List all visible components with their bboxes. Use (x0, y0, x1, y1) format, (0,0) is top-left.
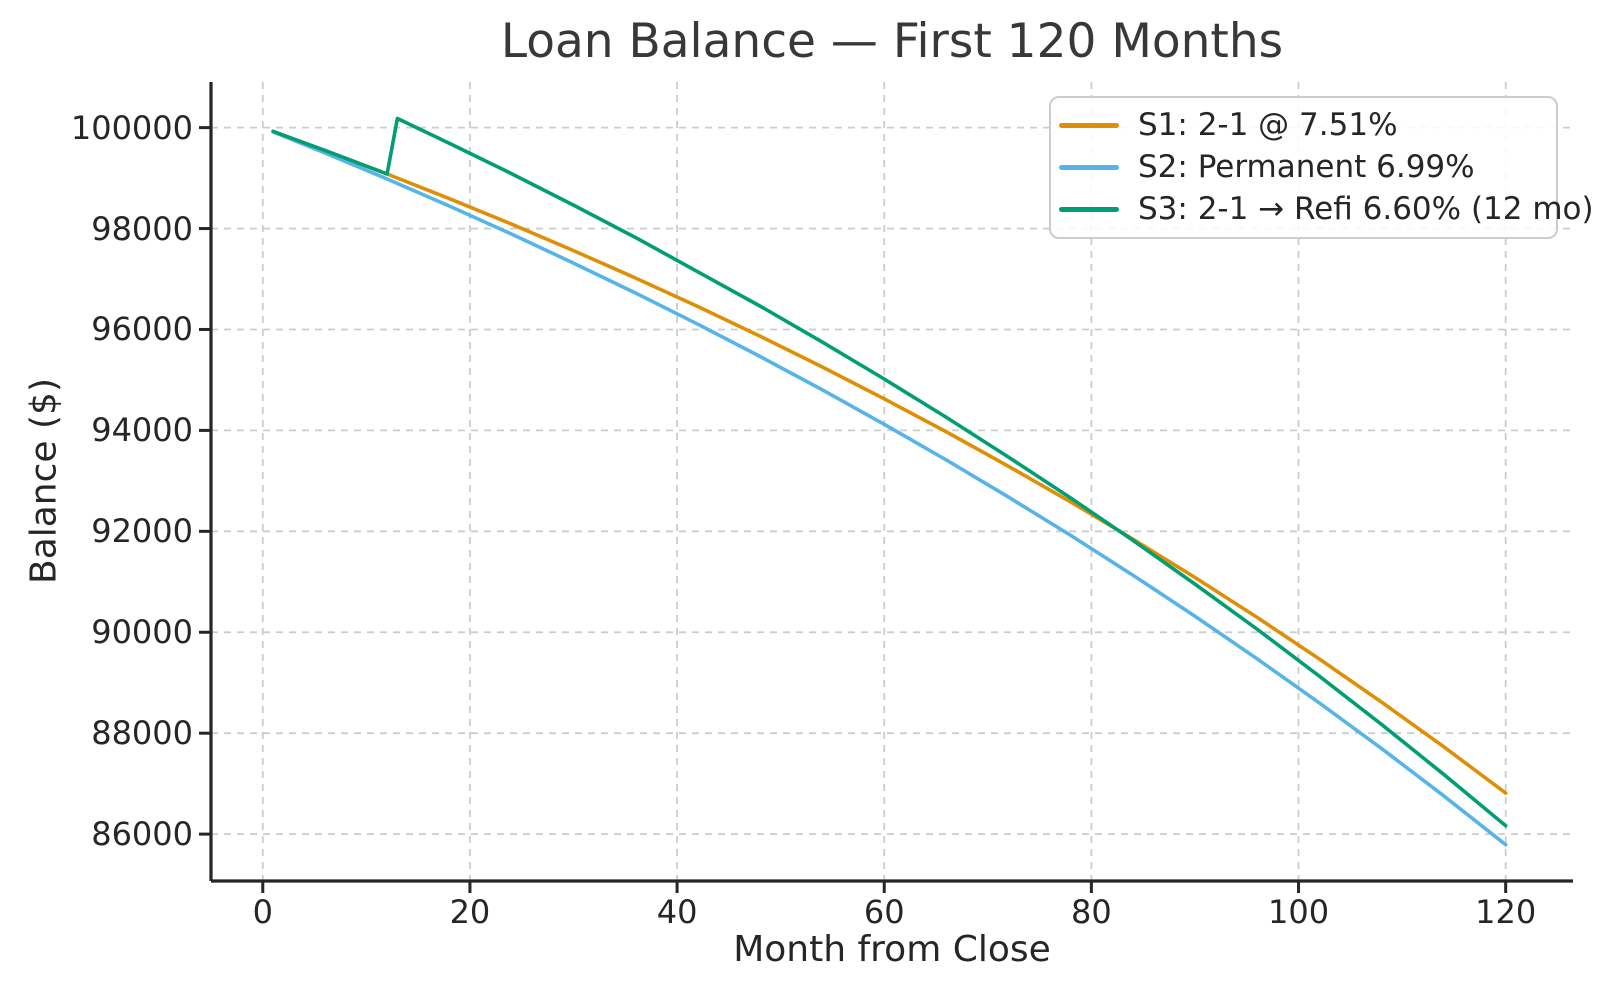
series-line-s3 (271, 116, 1508, 828)
legend-label-s3: S3: 2-1 → Refi 6.60% (12 mo) (1138, 191, 1594, 227)
legend-item-s2: S2: Permanent 6.99% (1051, 146, 1556, 188)
x-tick-label: 0 (252, 893, 273, 931)
y-tick-label: 92000 (91, 512, 193, 551)
x-tick-label: 60 (863, 893, 905, 931)
x-tick-label: 100 (1267, 893, 1330, 931)
y-tick-label: 98000 (91, 209, 193, 248)
y-tick-label: 88000 (91, 714, 193, 753)
legend-line-swatch-s1 (1059, 122, 1119, 128)
legend-line-swatch-s3 (1059, 206, 1119, 212)
x-axis-label: Month from Close (733, 929, 1051, 970)
legend-item-s1: S1: 2-1 @ 7.51% (1051, 104, 1556, 146)
legend-item-s3: S3: 2-1 → Refi 6.60% (12 mo) (1051, 188, 1594, 230)
series-line-s2 (271, 130, 1508, 847)
legend-line-swatch-s2 (1059, 164, 1119, 170)
legend: S1: 2-1 @ 7.51% S2: Permanent 6.99% S3: … (1049, 96, 1594, 239)
legend-label-s2: S2: Permanent 6.99% (1138, 149, 1475, 185)
chart-title: Loan Balance — First 120 Months (500, 14, 1284, 69)
series-line-s1 (271, 129, 1508, 795)
x-tick-label: 120 (1475, 893, 1537, 931)
y-tick-label: 86000 (91, 815, 193, 854)
y-tick-label: 96000 (91, 310, 193, 349)
y-tick-label: 94000 (91, 411, 193, 450)
y-tick-label: 100000 (70, 108, 193, 147)
x-tick-label: 80 (1071, 893, 1112, 931)
y-tick-label: 90000 (91, 613, 193, 652)
x-tick-label: 40 (656, 893, 698, 931)
y-axis-label: Balance ($) (23, 377, 65, 585)
x-tick-label: 20 (449, 893, 491, 931)
legend-label-s1: S1: 2-1 @ 7.51% (1138, 107, 1398, 143)
